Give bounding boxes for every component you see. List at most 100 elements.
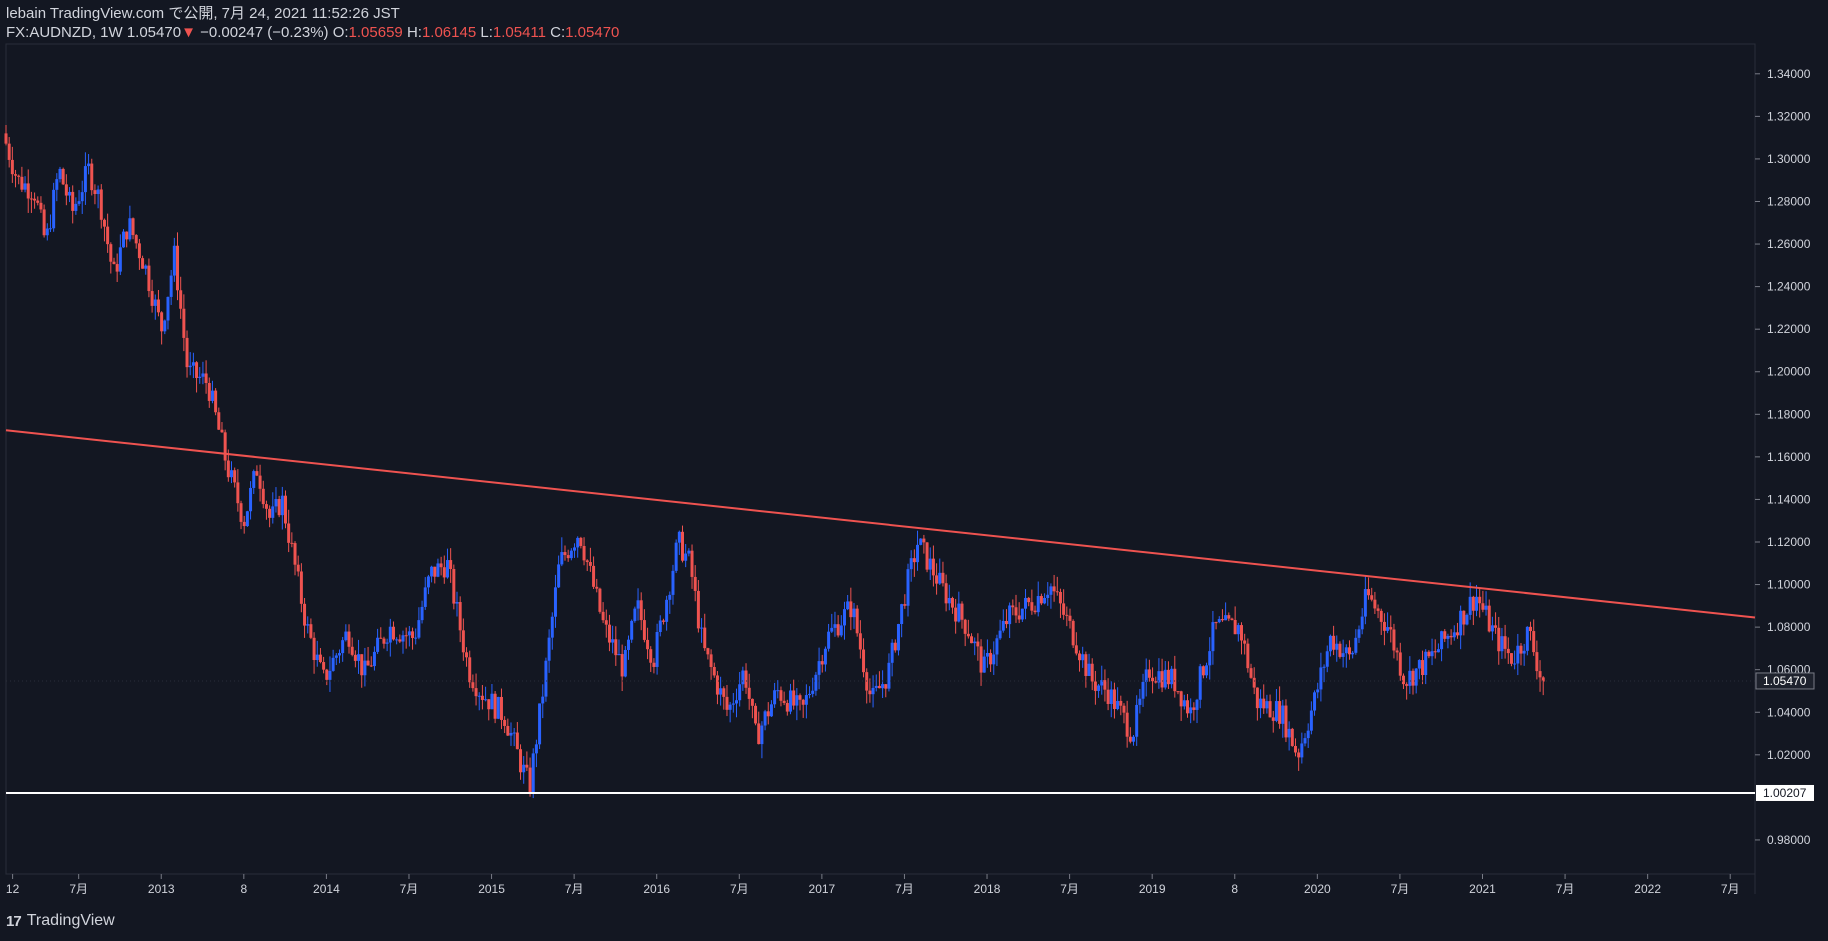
candle-body [1455, 632, 1459, 636]
candle-body [1078, 653, 1082, 661]
candle-body [1284, 705, 1288, 738]
candle-body [1344, 647, 1348, 654]
candle-body [795, 695, 799, 706]
candle-body [661, 620, 665, 622]
candle-body [817, 661, 821, 675]
candle-body [544, 660, 548, 697]
candle-body [102, 219, 106, 227]
candle-body [550, 616, 554, 638]
candle-body [1071, 620, 1075, 646]
candle-body [296, 564, 300, 572]
candle-body [277, 499, 281, 516]
candle-body [674, 542, 678, 571]
candle-body [109, 244, 113, 262]
candle-body [1341, 653, 1345, 657]
candle-body [588, 562, 592, 566]
candle-body [925, 542, 929, 570]
candle-body [677, 531, 681, 543]
candle-body [185, 337, 189, 368]
candle-body [1290, 728, 1294, 746]
candle-body [68, 191, 72, 196]
candle-body [833, 624, 837, 628]
candle-body [442, 567, 446, 578]
candle-body [1103, 680, 1107, 690]
candle-body [404, 635, 408, 637]
candle-body [455, 602, 459, 604]
last-price-label: 1.05470 [1763, 674, 1807, 688]
candle-body [1004, 620, 1008, 625]
close-value: 1.05470 [565, 24, 620, 41]
tradingview-logo[interactable]: 17 TradingView [6, 912, 115, 930]
candle-body [1249, 668, 1253, 678]
candle-body [779, 690, 783, 701]
candle-body [360, 654, 364, 676]
candle-body [1398, 652, 1402, 676]
candle-body [849, 601, 853, 618]
candle-body [1201, 666, 1205, 676]
candle-body [156, 299, 160, 313]
x-tick-label: 7月 [69, 882, 88, 896]
candle-body [935, 575, 939, 584]
candle-body [1459, 610, 1463, 636]
candle-body [557, 564, 561, 588]
candle-body [115, 264, 119, 272]
candle-body [1084, 654, 1088, 676]
candle-body [1154, 681, 1158, 683]
candle-body [252, 471, 256, 488]
candle-body [290, 542, 294, 544]
last-price-badge [1755, 672, 1815, 690]
candle-body [436, 563, 440, 577]
tradingview-logo-icon: 17 [6, 912, 22, 930]
candle-body [919, 538, 923, 545]
candle-body [45, 228, 49, 236]
candle-body [372, 651, 376, 667]
candle-body [1297, 752, 1301, 758]
candle-body [1017, 615, 1021, 620]
candle-body [827, 631, 831, 649]
candle-body [144, 265, 148, 269]
x-tick-label: 2017 [809, 882, 836, 896]
candle-body [1338, 643, 1342, 657]
candle-body [989, 652, 993, 665]
candle-body [693, 576, 697, 591]
candle-body [839, 625, 843, 636]
x-tick-label: 2020 [1304, 882, 1331, 896]
candle-body [1357, 629, 1361, 638]
candle-body [1446, 635, 1450, 639]
candle-body [1497, 627, 1501, 652]
candle-body [909, 558, 913, 570]
candle-body [350, 646, 354, 655]
candle-body [760, 725, 764, 745]
x-tick-label: 7月 [565, 882, 584, 896]
candle-body [1081, 654, 1085, 661]
candle-body [461, 630, 465, 653]
candle-body [582, 545, 586, 561]
candle-body [801, 699, 805, 705]
candle-body [1433, 651, 1437, 653]
candle-body [715, 675, 719, 695]
candle-body [1411, 670, 1415, 686]
candle-body [1058, 591, 1062, 604]
candle-body [249, 487, 253, 512]
y-tick-label: 1.12000 [1767, 535, 1811, 549]
y-tick-label: 1.26000 [1767, 237, 1811, 251]
candle-body [731, 703, 735, 705]
candle-body [1519, 645, 1523, 654]
candle-body [369, 665, 373, 667]
candle-body [315, 654, 319, 661]
candle-body [820, 661, 824, 665]
candle-body [198, 376, 202, 378]
candle-body [757, 723, 761, 745]
candle-body [1093, 681, 1097, 691]
candle-body [1471, 596, 1475, 611]
candle-body [973, 641, 977, 644]
candle-body [668, 594, 672, 600]
candle-body [1265, 701, 1269, 709]
candle-body [195, 362, 199, 378]
candle-body [1500, 636, 1504, 652]
candle-body [242, 521, 246, 527]
candle-body [245, 511, 249, 527]
candle-body [814, 674, 818, 691]
candle-body [642, 620, 646, 640]
